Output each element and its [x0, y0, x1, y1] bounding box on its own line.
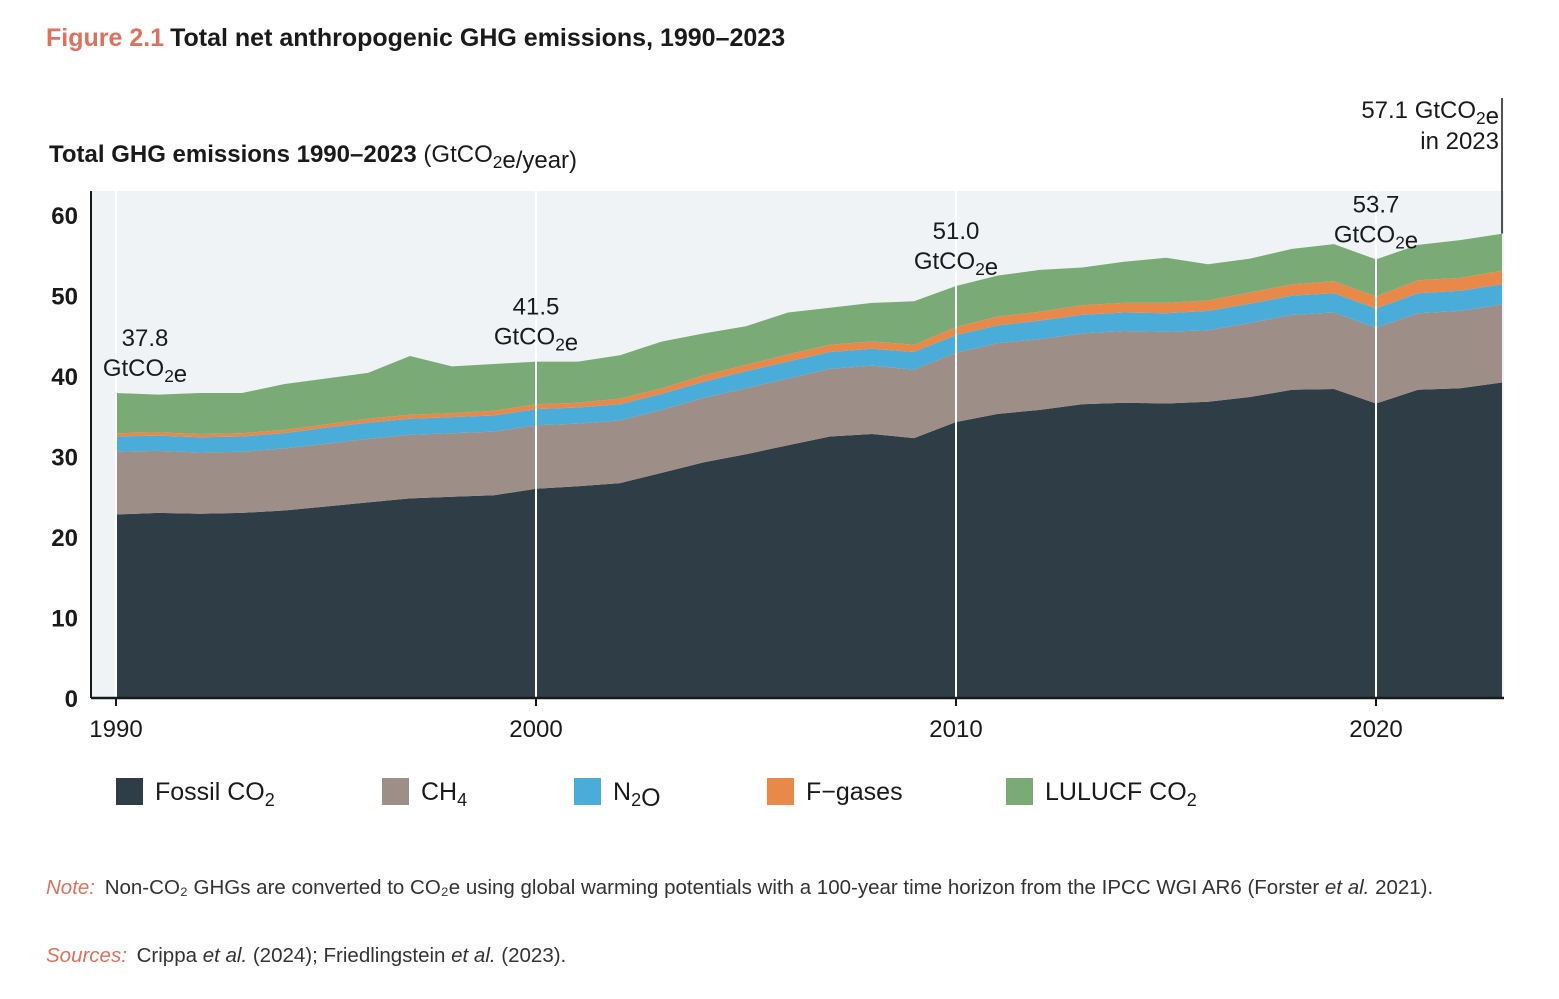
area-fossil-co- [116, 382, 1502, 698]
y-tick-label-40: 40 [51, 364, 78, 391]
x-tick-label-2000: 2000 [509, 716, 562, 743]
figure-title: Figure 2.1 Total net anthropogenic GHG em… [46, 24, 785, 53]
x-tick-label-1990: 1990 [89, 716, 142, 743]
sources-lead: Sources: [46, 944, 127, 967]
annotation-value-2010: 51.0 [933, 218, 980, 245]
note-text: Non-CO₂ GHGs are converted to CO₂e using… [104, 876, 1320, 899]
area-n-o [116, 284, 1502, 453]
legend-label-lulucf-co-: LULUCF CO2 [1045, 778, 1197, 810]
annotation-value-2020: 53.7 [1353, 191, 1400, 218]
legend-swatch-lulucf-co- [1006, 778, 1033, 805]
annotation-unit-2010: GtCO2e [914, 248, 998, 281]
legend-label-fossil-co-: Fossil CO2 [155, 778, 275, 810]
y-tick-label-0: 0 [65, 686, 78, 713]
legend-label-n-o: N2O [613, 778, 661, 812]
figure-number: Figure 2.1 [46, 24, 165, 52]
x-tick-label-2010: 2010 [929, 716, 982, 743]
legend-label-ch-: CH4 [421, 778, 467, 810]
sources-a: Crippa [136, 944, 197, 967]
sources-et-al-2: et al. [451, 944, 496, 967]
chart-title: Total GHG emissions 1990–2023 (GtCO2e/ye… [49, 141, 577, 174]
note-lead: Note: [46, 876, 95, 899]
annotation-suffix-2023: in 2023 [1420, 128, 1499, 155]
legend-label-f-gases: F−gases [806, 778, 903, 806]
sources-c: (2023). [501, 944, 567, 967]
sources-et-al-1: et al. [202, 944, 248, 967]
x-tick-label-2020: 2020 [1349, 716, 1402, 743]
legend-swatch-f-gases [767, 778, 794, 805]
y-tick-label-60: 60 [51, 203, 78, 230]
note-et-al: et al. [1324, 876, 1370, 899]
y-tick-label-50: 50 [51, 284, 78, 311]
legend-swatch-fossil-co- [116, 778, 143, 805]
area-ch- [116, 304, 1502, 515]
sources-b: (2024); Friedlingstein [252, 944, 446, 967]
area-f-gases [116, 270, 1502, 438]
area-lulucf-co- [116, 233, 1502, 434]
y-tick-label-30: 30 [51, 445, 78, 472]
annotation-value-1990: 37.8 [122, 325, 169, 352]
y-tick-label-10: 10 [51, 606, 78, 633]
stacked-area-chart: 0 10 20 30 40 50 60 1990 2000 2010 2020 Total GHG e… [49, 97, 1504, 812]
y-tick-label-20: 20 [51, 525, 78, 552]
legend-swatch-ch- [382, 778, 409, 805]
annotation-value-2000: 41.5 [513, 294, 560, 321]
legend-swatch-n-o [574, 778, 601, 805]
annotation-unit-2020: GtCO2e [1334, 221, 1418, 254]
annotation-unit-1990: GtCO2e [103, 355, 187, 388]
annotation-value-2023: 57.1 GtCO2e [1361, 97, 1499, 130]
chart-note: Note: Non-CO₂ GHGs are converted to CO₂e… [46, 872, 1514, 903]
note-tail: 2021). [1375, 876, 1434, 899]
figure-title-text: Total net anthropogenic GHG emissions, 1… [170, 24, 786, 52]
annotation-unit-2000: GtCO2e [494, 324, 578, 357]
chart-sources: Sources: Crippa et al. (2024); Friedling… [46, 944, 566, 968]
